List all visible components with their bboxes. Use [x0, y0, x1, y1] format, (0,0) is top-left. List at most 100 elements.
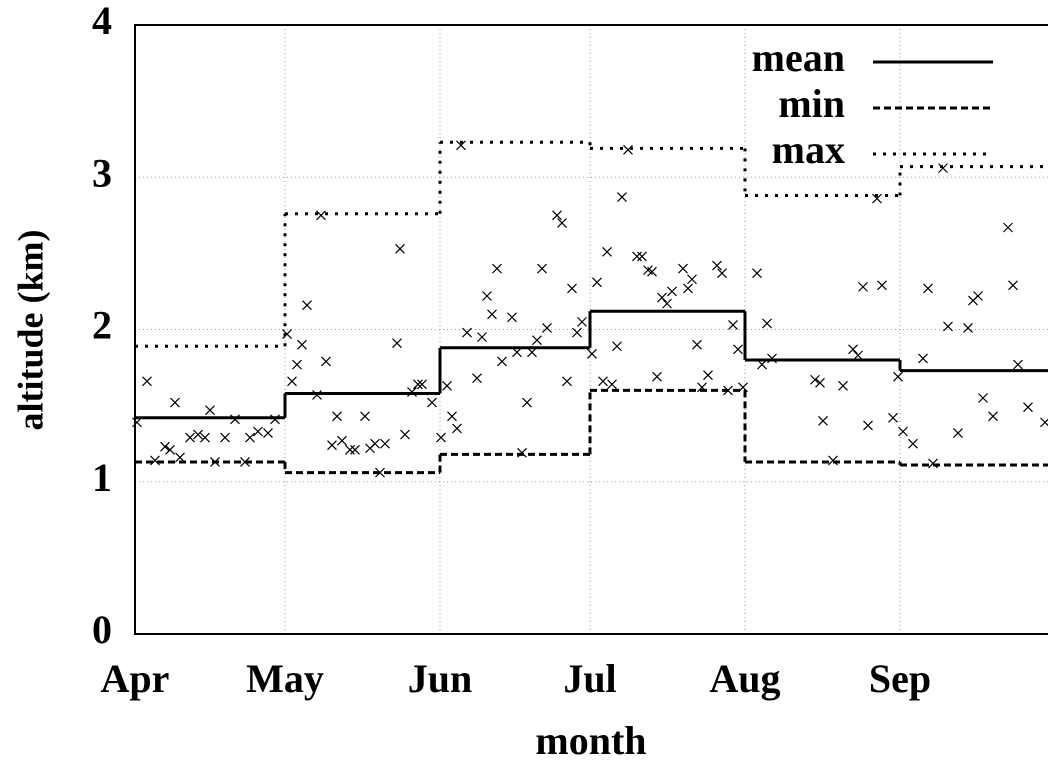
point — [928, 458, 938, 469]
point — [413, 379, 423, 390]
point — [587, 348, 597, 359]
legend-label: mean — [752, 35, 845, 80]
point — [717, 268, 727, 279]
point — [572, 327, 582, 338]
y-tick-label: 2 — [92, 303, 112, 348]
point — [407, 386, 417, 397]
point — [943, 321, 953, 332]
point — [918, 353, 928, 364]
point — [220, 432, 230, 443]
x-tick-label: Apr — [101, 656, 170, 701]
point — [1040, 417, 1048, 428]
point — [497, 356, 507, 367]
point — [302, 300, 312, 311]
point — [893, 371, 903, 382]
point — [762, 318, 772, 329]
point — [200, 432, 210, 443]
x-tick-label: Jun — [408, 656, 473, 701]
y-tick-label: 4 — [92, 0, 112, 43]
point — [562, 376, 572, 387]
point — [592, 277, 602, 288]
point — [417, 379, 427, 390]
point — [312, 390, 322, 400]
point — [577, 316, 587, 327]
point — [662, 298, 672, 309]
point — [752, 268, 762, 279]
point — [230, 414, 240, 425]
point — [728, 320, 738, 330]
point — [175, 452, 185, 463]
legend-label: min — [778, 81, 845, 126]
point — [612, 341, 622, 352]
point — [537, 263, 547, 274]
point — [552, 210, 562, 221]
point — [667, 286, 677, 297]
point — [652, 371, 662, 382]
point — [512, 347, 522, 358]
point — [872, 193, 882, 204]
point — [703, 370, 713, 381]
point — [282, 329, 292, 339]
point — [392, 338, 402, 349]
y-tick-label: 3 — [92, 150, 112, 195]
point — [602, 246, 612, 257]
point — [327, 440, 337, 451]
point — [542, 323, 552, 333]
point — [838, 380, 848, 391]
point — [598, 376, 608, 387]
point — [858, 281, 868, 292]
point — [1013, 359, 1023, 370]
point — [1008, 280, 1018, 291]
point — [245, 432, 255, 443]
point — [657, 292, 667, 303]
y-tick-label: 0 — [92, 607, 112, 652]
point — [400, 429, 410, 440]
point — [678, 263, 688, 274]
point — [988, 411, 998, 422]
point — [321, 356, 331, 367]
point — [938, 163, 948, 174]
x-tick-label: May — [246, 656, 324, 701]
point — [316, 210, 326, 221]
point — [205, 405, 215, 416]
point — [253, 426, 263, 437]
point — [637, 251, 647, 262]
y-axis-label: altitude (km) — [10, 230, 50, 431]
x-tick-label: Aug — [709, 656, 780, 701]
point — [332, 411, 342, 422]
point — [170, 397, 180, 408]
point — [160, 441, 170, 452]
point — [436, 432, 446, 443]
point — [1023, 402, 1033, 413]
point — [507, 312, 517, 323]
point — [757, 359, 767, 370]
point — [647, 266, 657, 277]
point — [452, 423, 462, 434]
point — [350, 444, 360, 455]
point — [287, 376, 297, 387]
point — [623, 144, 633, 155]
point — [683, 283, 693, 294]
point — [848, 344, 858, 355]
point — [492, 263, 502, 274]
point — [567, 283, 577, 294]
point — [193, 429, 203, 440]
point — [532, 335, 542, 346]
point — [607, 379, 617, 390]
point — [292, 359, 302, 370]
point — [877, 280, 887, 291]
point — [427, 397, 437, 408]
point — [456, 140, 466, 151]
point — [380, 438, 390, 449]
point — [923, 283, 933, 294]
point — [818, 415, 828, 426]
y-tick-label: 1 — [92, 455, 112, 500]
point — [142, 376, 152, 387]
point — [908, 438, 918, 449]
point — [863, 420, 873, 431]
point — [482, 291, 492, 301]
point — [150, 455, 160, 466]
point — [898, 426, 908, 437]
point — [132, 417, 142, 428]
